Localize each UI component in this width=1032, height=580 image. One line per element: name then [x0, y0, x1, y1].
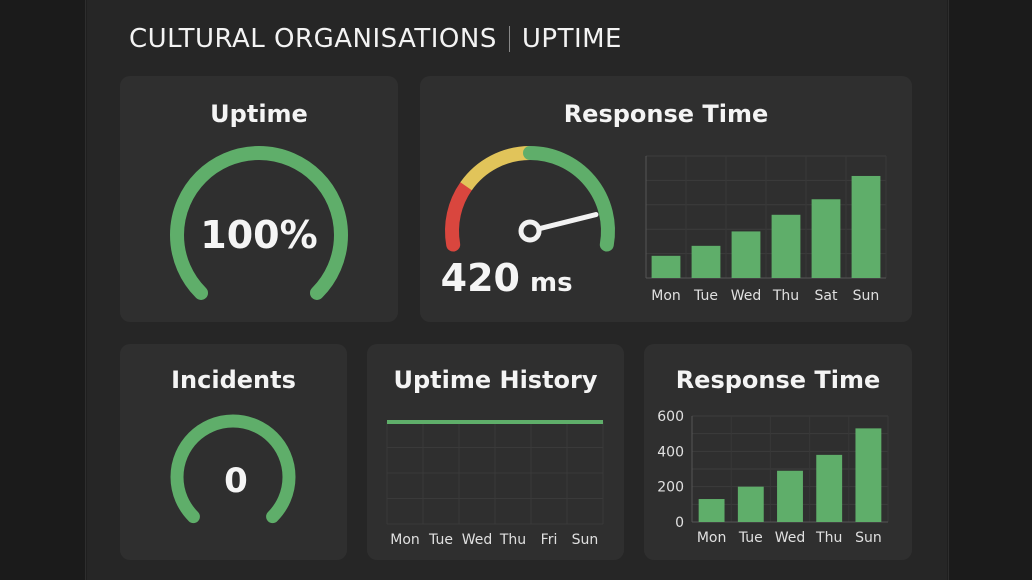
response-time-card-2[interactable]: Response Time Mon Tue Wed Thu Sun 600 400 200 0	[644, 344, 912, 560]
bar-sun	[851, 175, 881, 278]
x-tick-label: Wed	[775, 530, 806, 546]
gauge-red-segment	[445, 179, 474, 252]
response-time-value: 420	[441, 256, 520, 300]
bar-tue	[737, 486, 764, 522]
bar-sat	[811, 199, 841, 278]
uptime-card-title: Uptime	[210, 100, 308, 128]
bar-tue	[691, 245, 721, 278]
x-tick-label: Sun	[853, 288, 880, 304]
x-tick-label: Sun	[572, 532, 599, 548]
y-tick-label: 400	[657, 444, 684, 460]
response-time-card-title: Response Time	[563, 100, 769, 128]
page-title-text: CULTURAL ORGANISATIONS	[129, 24, 497, 54]
bar-mon	[698, 499, 725, 522]
x-tick-label: Fri	[541, 532, 558, 548]
response-time-unit: ms	[530, 268, 573, 298]
bar-wed	[731, 231, 761, 278]
x-tick-label: Mon	[651, 288, 681, 304]
x-tick-label: Tue	[693, 288, 718, 304]
x-tick-label: Sun	[855, 530, 882, 546]
uptime-history-line-chart: Mon Tue Wed Thu Fri Sun	[386, 420, 604, 548]
x-tick-label: Thu	[772, 288, 799, 304]
uptime-history-card-title: Uptime History	[393, 366, 598, 394]
response-time-bar-chart: Mon Tue Wed Thu Sat Sun	[645, 155, 887, 304]
title-separator	[508, 26, 510, 52]
uptime-history-card[interactable]: Uptime History Mon Tue Wed Thu Fri Sun	[367, 344, 624, 560]
left-panel	[0, 0, 86, 580]
uptime-gauge: 100%	[170, 146, 348, 300]
x-tick-label: Mon	[390, 532, 420, 548]
x-tick-label: Thu	[815, 530, 842, 546]
bar-wed	[777, 470, 803, 522]
gauge-hub	[518, 219, 542, 243]
incidents-gauge: 0	[170, 414, 296, 524]
incidents-gauge-arc	[170, 414, 296, 524]
response-time-card[interactable]: Response Time 420 ms Mon Tue Wed Thu Sat Sun	[420, 76, 912, 322]
gauge-needle	[535, 212, 599, 232]
y-tick-label: 0	[675, 515, 684, 531]
right-panel	[948, 0, 1032, 580]
y-tick-label: 600	[657, 409, 684, 425]
gauge-yellow-segment	[460, 146, 531, 191]
x-tick-label: Mon	[697, 530, 727, 546]
uptime-card[interactable]: Uptime 100%	[120, 76, 398, 322]
x-tick-label: Wed	[462, 532, 493, 548]
bar-thu	[771, 214, 801, 278]
incidents-card-title: Incidents	[171, 366, 296, 394]
x-tick-label: Thu	[499, 532, 526, 548]
incidents-value: 0	[224, 461, 248, 501]
response-time-card-2-title: Response Time	[675, 366, 881, 394]
response-time-bar-chart-2: Mon Tue Wed Thu Sun 600 400 200 0	[657, 409, 889, 546]
bar-mon	[651, 255, 681, 278]
response-gauge: 420 ms	[441, 146, 615, 300]
page-title: CULTURAL ORGANISATIONS UPTIME	[129, 22, 622, 56]
bar-thu	[816, 454, 843, 522]
y-tick-label: 200	[657, 480, 684, 496]
incidents-card[interactable]: Incidents 0	[120, 344, 347, 560]
x-tick-label: Tue	[738, 530, 763, 546]
uptime-gauge-arc	[170, 146, 348, 300]
x-tick-label: Tue	[428, 532, 453, 548]
uptime-value: 100%	[200, 213, 317, 257]
page-subtitle-text: UPTIME	[521, 24, 622, 54]
gauge-green-segment	[523, 146, 615, 252]
x-tick-label: Wed	[731, 288, 762, 304]
bar-sun	[855, 428, 882, 522]
x-tick-label: Sat	[815, 288, 838, 304]
